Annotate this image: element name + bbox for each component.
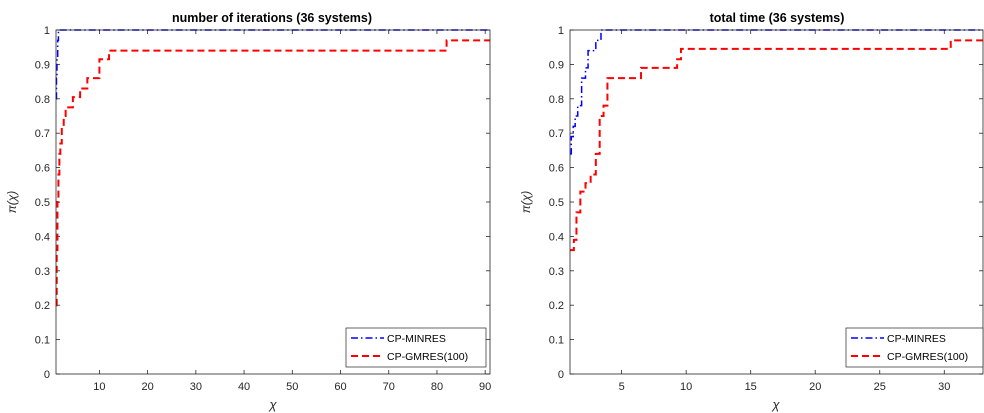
y-tick-label: 0.2	[35, 300, 50, 312]
x-tick-label: 60	[334, 381, 346, 393]
y-tick-label: 0.6	[549, 163, 564, 175]
y-tick-label: 0	[558, 369, 564, 381]
legend-box	[845, 327, 984, 368]
legend-label-cp-gmres: CP-GMRES(100)	[387, 351, 468, 363]
chart-iterations: number of iterations (36 systems) 0 0.1 0.…	[5, 11, 491, 412]
chart-title: number of iterations (36 systems)	[172, 11, 372, 25]
y-tick-label: 0.9	[549, 59, 564, 71]
x-tick-label: 20	[809, 381, 821, 393]
y-tick-label: 0.1	[35, 335, 50, 347]
y-axis-label: π(χ)	[5, 191, 19, 214]
x-axis-label: χ	[771, 397, 780, 412]
y-tick-label: 0.6	[35, 163, 50, 175]
legend: CP-MINRES CP-GMRES(100)	[845, 327, 984, 368]
series-line-cp-minres	[570, 29, 983, 155]
plot-area	[56, 30, 490, 374]
series-line-cp-gmres-100	[55, 39, 490, 307]
chart-total-time: total time (36 systems) 0 0.1 0.2 0.3 0.4 0.5…	[519, 11, 984, 412]
x-tick-label: 90	[479, 381, 491, 393]
x-axis-label: χ	[268, 397, 277, 412]
y-tick-label: 0.4	[549, 231, 564, 243]
x-tick-label: 10	[680, 381, 692, 393]
x-tick-label: 40	[238, 381, 250, 393]
y-tick-label: 1	[558, 25, 564, 37]
series-line-cp-gmres-100	[570, 39, 983, 252]
y-tick-label: 0.7	[549, 128, 564, 140]
x-tick-label: 25	[874, 381, 886, 393]
y-tick-label: 0.5	[549, 197, 564, 209]
legend-label-cp-minres: CP-MINRES	[887, 333, 946, 345]
y-tick-label: 0.5	[35, 197, 50, 209]
plot-frame	[55, 29, 491, 375]
plot-area	[570, 30, 983, 374]
y-axis-label: π(χ)	[519, 191, 533, 214]
legend: CP-MINRES CP-GMRES(100)	[345, 327, 487, 368]
legend-label-cp-minres: CP-MINRES	[387, 333, 446, 345]
x-tick-label: 20	[141, 381, 153, 393]
chart-title: total time (36 systems)	[710, 11, 845, 25]
y-tick-label: 0.8	[35, 94, 50, 106]
series-line-cp-minres	[55, 29, 490, 100]
plot-frame	[569, 29, 984, 375]
legend-label-cp-gmres: CP-GMRES(100)	[887, 351, 968, 363]
y-tick-label: 0	[44, 369, 50, 381]
y-tick-label: 0.9	[35, 59, 50, 71]
x-tick-label: 10	[93, 381, 105, 393]
x-tick-label: 80	[431, 381, 443, 393]
x-tick-label: 70	[383, 381, 395, 393]
y-tick-label: 0.3	[549, 266, 564, 278]
y-tick-label: 0.3	[35, 266, 50, 278]
x-tick-label: 30	[938, 381, 950, 393]
y-tick-label: 0.7	[35, 128, 50, 140]
y-tick-label: 0.1	[549, 335, 564, 347]
y-tick-label: 1	[44, 25, 50, 37]
x-tick-label: 30	[190, 381, 202, 393]
x-tick-label: 15	[745, 381, 757, 393]
x-tick-label: 5	[619, 381, 625, 393]
x-tick-label: 50	[286, 381, 298, 393]
y-tick-label: 0.8	[549, 94, 564, 106]
y-tick-label: 0.2	[549, 300, 564, 312]
legend-box	[345, 327, 487, 368]
y-tick-label: 0.4	[35, 231, 50, 243]
